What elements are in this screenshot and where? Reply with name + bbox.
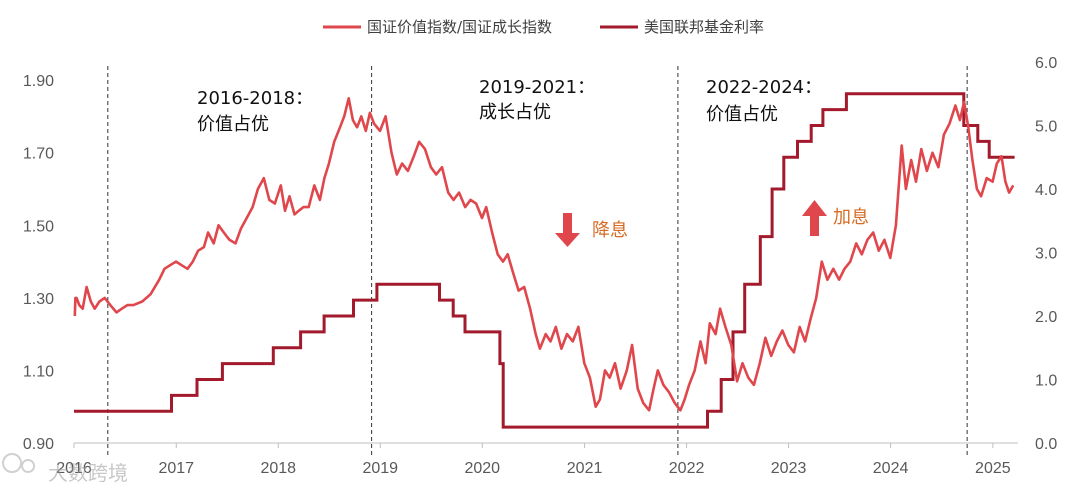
signal-rate-cut: 降息 — [592, 220, 628, 241]
y-right-tick-label: 2.0 — [1035, 309, 1057, 326]
legend: 国证价值指数/国证成长指数 美国联邦基金利率 — [323, 18, 764, 36]
y-left-tick-label: 1.50 — [23, 218, 54, 235]
legend-label-fed: 美国联邦基金利率 — [644, 18, 764, 36]
x-tick-label: 2020 — [464, 460, 500, 477]
annotation-3-period: 2022-2024： — [706, 77, 822, 98]
y-left-tick-label: 1.10 — [23, 363, 54, 380]
series-line-fed-funds-rate — [74, 92, 1015, 429]
arrow-down-icon — [555, 213, 580, 247]
signals: 降息 加息 — [555, 200, 869, 247]
watermark-text: 大数跨境 — [48, 461, 128, 485]
y-right-tick-label: 0.0 — [1035, 436, 1057, 453]
watermark-logo-icon — [2, 453, 36, 473]
y-right-tick-label: 6.0 — [1035, 55, 1057, 72]
series-line-value-growth-ratio — [73, 97, 1015, 412]
x-tick-label: 2023 — [771, 460, 807, 477]
x-tick-label: 2025 — [975, 460, 1011, 477]
y-left-tick-label: 0.90 — [23, 436, 54, 453]
series-lines — [73, 92, 1015, 429]
y-right-tick-label: 4.0 — [1035, 182, 1057, 199]
annotation-2-label: 成长占优 — [479, 102, 551, 123]
axes: 0.90 1.10 1.30 1.50 1.70 1.90 0.0 1.0 2.0 3.0 4.0 5… — [23, 55, 1057, 477]
x-tick-label: 2018 — [260, 460, 296, 477]
annotations: 2016-2018： 价值占优 2019-2021： 成长占优 2022-202… — [197, 77, 822, 135]
x-tick-label: 2022 — [669, 460, 705, 477]
arrow-up-icon — [802, 200, 827, 236]
y-left-tick-label: 1.70 — [23, 146, 54, 163]
x-tick-label: 2019 — [362, 460, 398, 477]
y-right-tick-label: 3.0 — [1035, 246, 1057, 263]
y-left-tick-label: 1.90 — [23, 73, 54, 90]
y-left-tick-label: 1.30 — [23, 291, 54, 308]
annotation-1-label: 价值占优 — [197, 114, 269, 135]
x-tick-label: 2016 — [56, 460, 92, 477]
y-right-tick-label: 5.0 — [1035, 119, 1057, 136]
x-tick-label: 2021 — [567, 460, 603, 477]
watermark: 大数跨境 — [2, 453, 128, 485]
legend-label-ratio: 国证价值指数/国证成长指数 — [367, 18, 552, 36]
signal-rate-hike: 加息 — [833, 207, 869, 228]
annotation-3-label: 价值占优 — [706, 104, 778, 125]
x-tick-label: 2024 — [873, 460, 909, 477]
annotation-1-period: 2016-2018： — [197, 88, 313, 109]
x-tick-label: 2017 — [158, 460, 194, 477]
y-right-tick-label: 1.0 — [1035, 373, 1057, 390]
annotation-2-period: 2019-2021： — [479, 77, 595, 98]
period-dividers — [107, 66, 968, 458]
